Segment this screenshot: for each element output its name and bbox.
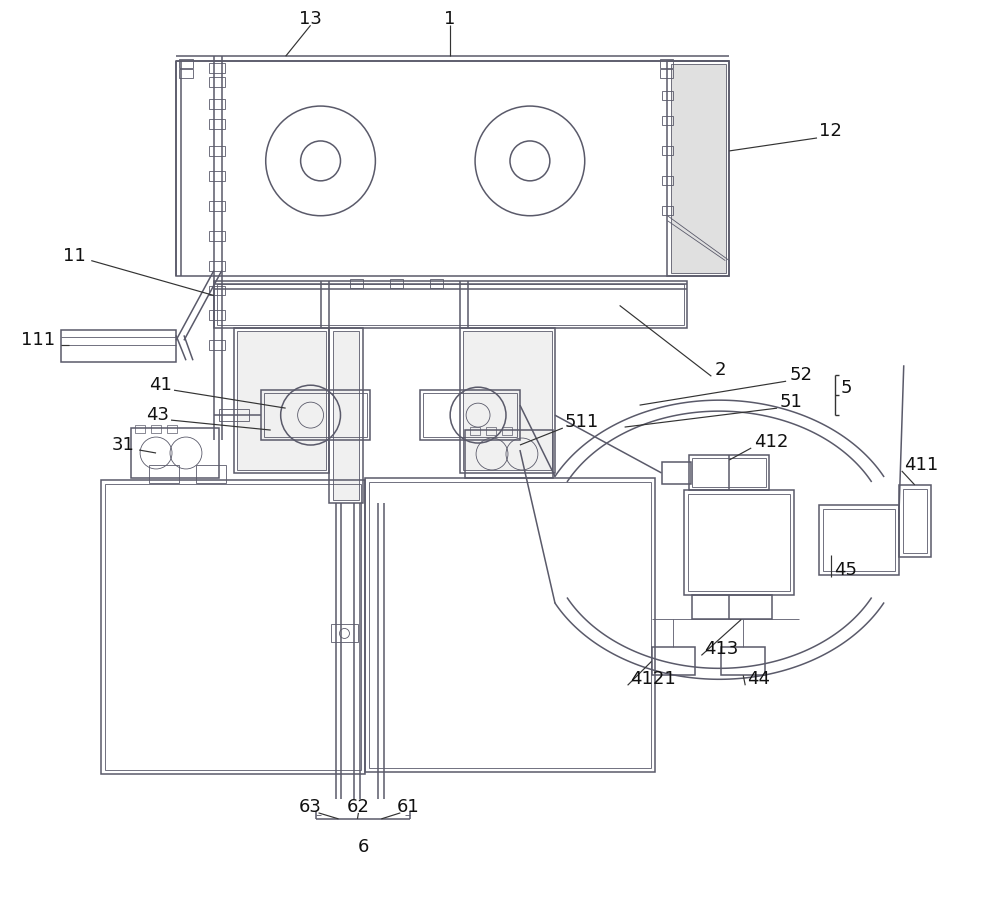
Text: 44: 44 [747, 671, 770, 689]
Bar [333, 331, 359, 500]
Bar [671, 64, 726, 272]
Bar [209, 310, 225, 320]
Bar [209, 340, 225, 350]
Bar [692, 458, 766, 487]
Text: 511: 511 [565, 413, 599, 431]
Bar [209, 99, 225, 110]
Bar [662, 91, 673, 100]
Bar [179, 59, 193, 68]
Bar [689, 455, 769, 490]
Bar [167, 425, 177, 433]
Text: 413: 413 [704, 641, 739, 659]
Text: 31: 31 [111, 436, 134, 454]
Bar [209, 285, 225, 296]
Bar [331, 624, 358, 643]
Text: 45: 45 [834, 560, 857, 578]
Bar [209, 201, 225, 211]
Bar [667, 62, 729, 275]
Bar [390, 279, 403, 288]
Text: 1: 1 [444, 10, 456, 28]
Bar [209, 119, 225, 129]
Bar [131, 428, 219, 478]
Bar [350, 279, 363, 288]
Bar [423, 393, 517, 437]
Bar [465, 430, 553, 478]
Bar [460, 329, 555, 473]
Bar [430, 279, 443, 288]
Bar [662, 176, 673, 185]
Bar [176, 62, 729, 275]
Bar [135, 425, 145, 433]
Bar [61, 330, 176, 362]
Text: 4121: 4121 [630, 671, 675, 689]
Text: 63: 63 [299, 798, 322, 816]
Text: 411: 411 [904, 456, 938, 474]
Text: 5: 5 [841, 379, 852, 397]
Bar [502, 427, 512, 435]
Text: 61: 61 [397, 798, 420, 816]
Bar [662, 205, 673, 214]
Bar [899, 485, 931, 557]
Bar [217, 283, 684, 326]
Bar [209, 63, 225, 73]
Text: 11: 11 [63, 246, 86, 264]
Bar [209, 77, 225, 87]
Text: 41: 41 [149, 376, 172, 395]
Text: 51: 51 [779, 393, 802, 411]
Bar [662, 116, 673, 125]
Bar [196, 465, 226, 483]
Bar [660, 59, 673, 68]
Bar [470, 427, 480, 435]
Bar [823, 509, 895, 571]
Text: 43: 43 [146, 406, 169, 424]
Text: 13: 13 [299, 10, 322, 28]
Bar [151, 425, 161, 433]
Bar [105, 484, 361, 770]
Text: 62: 62 [347, 798, 370, 816]
Bar [684, 490, 794, 595]
Bar [652, 647, 695, 675]
Bar [369, 481, 651, 768]
Bar [692, 595, 772, 620]
Bar [463, 331, 552, 470]
Bar [688, 494, 790, 591]
Bar [329, 329, 363, 503]
Bar [660, 69, 673, 78]
Bar [234, 329, 329, 473]
Bar [264, 393, 367, 437]
Bar [209, 261, 225, 271]
Bar [261, 390, 370, 440]
Text: 52: 52 [789, 367, 812, 385]
Bar [819, 505, 899, 575]
Text: 6: 6 [358, 838, 369, 856]
Bar [101, 480, 365, 774]
Bar [209, 171, 225, 181]
Bar [214, 281, 687, 329]
Bar [903, 489, 927, 553]
Bar [662, 462, 691, 484]
Bar [219, 409, 249, 421]
Bar [209, 231, 225, 241]
Bar [420, 390, 520, 440]
Bar [179, 69, 193, 78]
Bar [486, 427, 496, 435]
Text: 412: 412 [754, 433, 789, 451]
Bar [365, 478, 655, 772]
Bar [149, 465, 179, 483]
Bar [209, 146, 225, 156]
Text: 12: 12 [819, 122, 842, 140]
Text: 111: 111 [21, 331, 56, 349]
Bar [237, 331, 326, 470]
Bar [721, 647, 765, 675]
Bar [662, 146, 673, 155]
Text: 2: 2 [714, 361, 726, 379]
